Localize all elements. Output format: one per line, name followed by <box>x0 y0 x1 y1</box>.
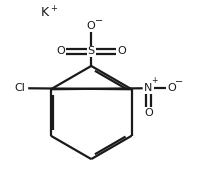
Text: O: O <box>167 83 176 93</box>
Text: +: + <box>152 76 158 85</box>
Text: Cl: Cl <box>14 83 25 93</box>
Text: N: N <box>144 83 153 93</box>
Text: O: O <box>117 46 126 56</box>
Text: S: S <box>88 46 95 56</box>
Text: O: O <box>144 107 153 118</box>
Text: O: O <box>57 46 66 56</box>
Text: −: − <box>175 77 184 87</box>
Text: O: O <box>87 21 96 31</box>
Text: K: K <box>41 6 49 19</box>
Text: −: − <box>95 16 103 26</box>
Text: +: + <box>50 4 57 13</box>
